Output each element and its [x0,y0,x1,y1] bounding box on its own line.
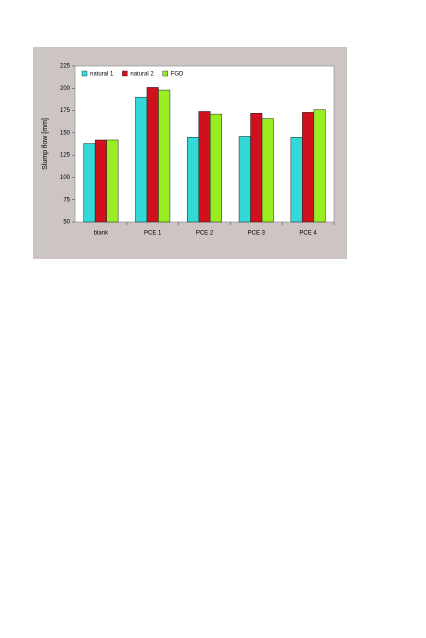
y-tick-label: 75 [63,197,70,203]
bar [135,96,148,223]
bar [261,118,274,223]
legend-swatch [162,70,168,77]
bar [313,109,326,223]
bar [158,89,171,223]
bar [146,87,159,223]
legend-swatch [81,70,88,77]
bar [210,113,222,223]
legend-label: natural 2 [130,72,154,78]
bar [106,139,119,223]
x-tick-label: PCE 3 [248,231,266,237]
x-tick-label: PCE 1 [144,231,162,237]
bar [187,137,199,223]
y-tick-label: 200 [60,86,71,92]
bar [198,111,211,223]
bar [250,112,263,223]
x-tick-label: PCE 4 [299,231,317,237]
y-axis-label: Slump flow [mm] [42,118,49,170]
x-tick-label: PCE 2 [196,231,214,237]
bar [290,137,303,223]
x-tick-label: blank [94,231,109,237]
y-tick-label: 225 [60,64,71,70]
bar [238,136,251,223]
bar [83,143,96,223]
y-tick-label: 125 [60,153,71,159]
legend-swatch [122,70,128,77]
y-tick-label: 175 [60,108,71,114]
bar [94,139,107,223]
y-tick-label: 150 [60,130,71,136]
legend-label: FGD [171,72,184,78]
legend-label: natural 1 [90,72,114,78]
y-tick-label: 50 [63,220,70,226]
bar [302,112,315,223]
y-tick-label: 100 [60,175,71,181]
